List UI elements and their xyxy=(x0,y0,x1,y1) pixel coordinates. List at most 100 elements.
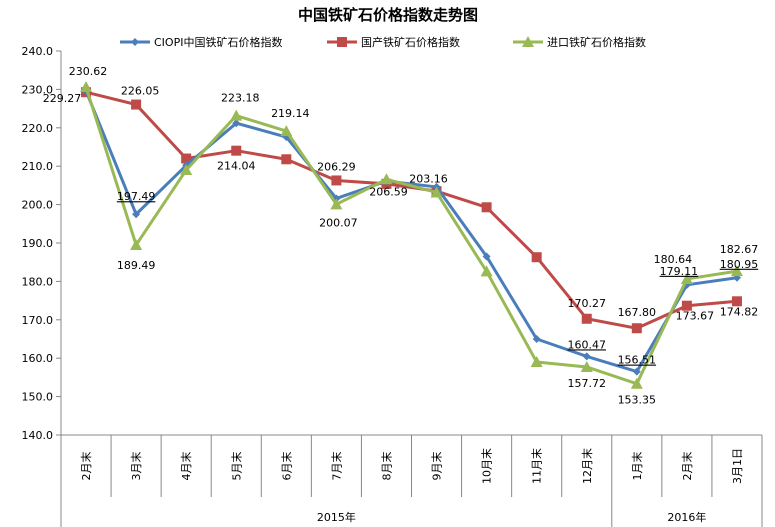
legend-label: 进口铁矿石价格指数 xyxy=(547,35,646,49)
x-tick-label: 9月末 xyxy=(430,452,444,481)
year-group-label: 2015年 xyxy=(317,510,356,524)
legend-item: 进口铁矿石价格指数 xyxy=(513,35,646,49)
data-label: 180.95 xyxy=(720,258,759,271)
data-label: 174.82 xyxy=(720,305,759,318)
x-tick-label: 8月末 xyxy=(379,452,393,481)
data-point xyxy=(430,186,443,198)
y-tick-label: 190.0 xyxy=(22,237,54,250)
data-label: 170.27 xyxy=(568,297,607,310)
data-label: 189.49 xyxy=(117,259,156,272)
data-labels: 197.49 160.47 156.51 179.11 180.95 229.27 226.… xyxy=(43,65,758,407)
data-label: 156.51 xyxy=(618,354,657,367)
series-triangle xyxy=(80,81,743,389)
x-tick-label: 1月末 xyxy=(630,452,644,481)
data-point xyxy=(281,154,292,165)
x-tick-label: 4月末 xyxy=(179,452,193,481)
series-square xyxy=(81,87,742,334)
data-point xyxy=(581,313,592,324)
data-label: 160.47 xyxy=(568,338,607,351)
data-point xyxy=(532,335,541,343)
data-point xyxy=(582,352,591,361)
data-label: 180.64 xyxy=(654,253,693,266)
data-label: 157.72 xyxy=(568,377,607,390)
legend-item: 国产铁矿石价格指数 xyxy=(327,35,460,49)
data-point xyxy=(630,377,643,389)
y-tick-label: 230.0 xyxy=(22,83,54,96)
y-tick-label: 160.0 xyxy=(22,352,54,365)
data-point xyxy=(631,323,642,334)
data-label: 167.80 xyxy=(618,306,657,319)
x-tick-label: 6月末 xyxy=(279,452,293,481)
data-label: 226.05 xyxy=(121,85,160,98)
data-point xyxy=(680,272,693,284)
data-point xyxy=(730,265,743,277)
data-label: 200.07 xyxy=(319,216,358,229)
data-label: 223.18 xyxy=(221,92,260,105)
x-tick-label: 5月末 xyxy=(229,452,243,481)
data-label: 197.49 xyxy=(117,190,156,203)
y-tick-label: 170.0 xyxy=(22,314,54,327)
y-tick-label: 140.0 xyxy=(22,429,54,442)
series-line xyxy=(84,86,738,386)
data-point xyxy=(280,125,293,137)
legend-item: CIOPI中国铁矿石价格指数 xyxy=(120,35,282,49)
data-point xyxy=(681,300,692,311)
series-line xyxy=(84,90,738,374)
series-diamond xyxy=(82,86,741,376)
data-label: 206.29 xyxy=(317,160,356,173)
legend-marker xyxy=(131,38,139,46)
data-label: 230.62 xyxy=(69,65,108,78)
data-label: 182.67 xyxy=(720,243,759,256)
data-point xyxy=(232,119,241,128)
data-point xyxy=(132,210,141,219)
legend-label: 国产铁矿石价格指数 xyxy=(361,35,460,49)
x-tick-label: 11月末 xyxy=(530,448,544,484)
year-group-label: 2016年 xyxy=(667,510,706,524)
legend-marker xyxy=(337,37,347,47)
data-point xyxy=(480,265,493,277)
data-point xyxy=(530,356,543,368)
axes: 140.0 150.0 160.0 170.0 180.0 190.0 200.0 210.0… xyxy=(22,45,763,527)
data-point xyxy=(181,153,192,164)
data-point xyxy=(331,175,342,186)
y-tick-label: 150.0 xyxy=(22,391,54,404)
data-label: 214.04 xyxy=(217,160,256,173)
legend: CIOPI中国铁矿石价格指数 国产铁矿石价格指数 进口铁矿石价格指数 xyxy=(120,35,646,49)
chart-title: 中国铁矿石价格指数走势图 xyxy=(298,6,478,24)
data-point xyxy=(230,109,243,121)
data-point xyxy=(131,99,142,110)
x-tick-label: 12月末 xyxy=(580,448,594,484)
data-label: 229.27 xyxy=(43,92,82,105)
y-tick-label: 240.0 xyxy=(22,45,54,58)
y-tick-label: 210.0 xyxy=(22,160,54,173)
y-tick-label: 200.0 xyxy=(22,199,54,212)
data-point xyxy=(580,360,593,372)
data-point xyxy=(231,145,242,156)
x-tick-label: 7月末 xyxy=(329,452,343,481)
data-point xyxy=(632,367,641,376)
x-tick-label: 10月末 xyxy=(480,448,494,484)
data-point xyxy=(531,252,542,263)
series-line xyxy=(85,90,738,330)
legend-marker xyxy=(522,36,534,47)
x-tick-label: 3月1日 xyxy=(731,448,744,484)
data-point xyxy=(380,173,393,185)
data-point xyxy=(481,202,492,213)
data-label: 203.16 xyxy=(409,172,448,185)
data-point xyxy=(80,81,93,93)
x-tick-label: 2月末 xyxy=(680,452,694,481)
data-point xyxy=(330,198,343,210)
data-label: 153.35 xyxy=(618,394,657,407)
y-tick-label: 220.0 xyxy=(22,122,54,135)
data-label: 219.14 xyxy=(271,107,310,120)
series-group xyxy=(80,81,743,389)
data-label: 173.67 xyxy=(676,310,715,323)
data-point xyxy=(130,238,143,250)
data-point xyxy=(482,252,491,261)
x-tick-label: 3月末 xyxy=(129,452,143,481)
data-label: 179.11 xyxy=(660,265,699,278)
data-label: 206.59 xyxy=(369,185,408,198)
data-point xyxy=(731,296,742,307)
legend-label: CIOPI中国铁矿石价格指数 xyxy=(154,35,282,49)
